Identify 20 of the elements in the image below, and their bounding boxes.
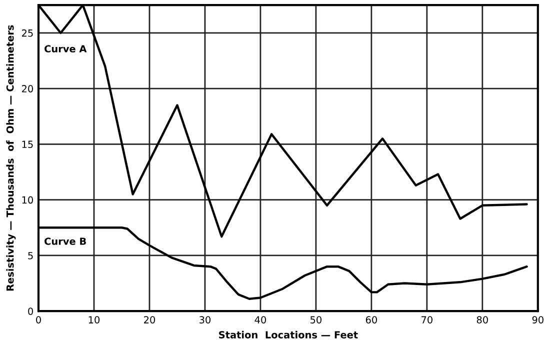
x-tick-label: 30 — [200, 316, 211, 324]
x-tick-label: 40 — [254, 316, 266, 324]
series-label: Curve A — [44, 45, 87, 52]
series-label: Curve B — [44, 238, 86, 245]
y-tick-label: 10 — [22, 196, 33, 204]
x-tick-label: 20 — [144, 316, 156, 324]
y-tick-label: 0 — [28, 308, 33, 315]
x-tick-label: 50 — [310, 316, 322, 324]
y-tick-label: 5 — [28, 252, 33, 260]
y-tick-label: 20 — [22, 85, 33, 92]
x-tick-label: 70 — [422, 316, 432, 324]
x-axis-title: Station Locations — Feet — [219, 330, 358, 338]
x-tick-label: 80 — [476, 316, 488, 324]
y-tick-label: 15 — [22, 140, 33, 148]
y-tick-label: 25 — [22, 29, 33, 37]
x-tick-label: 0 — [36, 316, 41, 324]
x-tick-label: 10 — [88, 316, 100, 324]
x-tick-label: 90 — [532, 316, 544, 324]
x-tick-label: 60 — [366, 316, 377, 324]
y-axis-title: Resistivity — Thousands of Ohm — Centimeters — [6, 25, 16, 291]
